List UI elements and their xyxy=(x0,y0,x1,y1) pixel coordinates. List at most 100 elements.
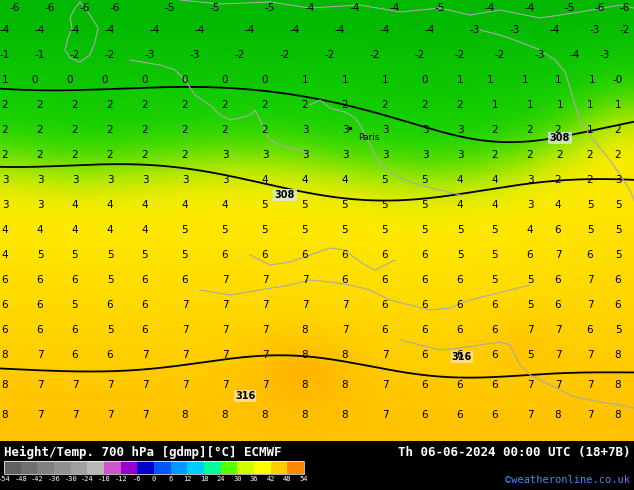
Text: 4: 4 xyxy=(262,175,268,185)
Text: 3: 3 xyxy=(262,150,268,160)
Text: 4: 4 xyxy=(2,250,8,260)
Text: 5: 5 xyxy=(141,250,148,260)
Text: 5: 5 xyxy=(107,250,113,260)
Text: -4: -4 xyxy=(550,25,560,35)
Text: 2: 2 xyxy=(615,150,621,160)
Text: 5: 5 xyxy=(527,275,533,285)
Text: 5: 5 xyxy=(527,300,533,310)
Text: 4: 4 xyxy=(342,175,348,185)
Text: 5: 5 xyxy=(107,275,113,285)
Bar xyxy=(70,461,87,474)
Text: 5: 5 xyxy=(182,225,188,235)
Text: 6: 6 xyxy=(555,225,561,235)
Text: 308: 308 xyxy=(275,190,295,200)
Text: Height/Temp. 700 hPa [gdmp][°C] ECMWF: Height/Temp. 700 hPa [gdmp][°C] ECMWF xyxy=(4,446,281,459)
Text: 3: 3 xyxy=(222,150,228,160)
Text: 7: 7 xyxy=(141,350,148,360)
Text: 8: 8 xyxy=(302,350,308,360)
Text: 5: 5 xyxy=(382,175,388,185)
Text: 3: 3 xyxy=(527,175,533,185)
Text: 0: 0 xyxy=(32,75,38,85)
Text: Paris: Paris xyxy=(358,132,380,142)
Text: 2: 2 xyxy=(2,100,8,110)
Text: ©weatheronline.co.uk: ©weatheronline.co.uk xyxy=(505,475,630,485)
Text: 2: 2 xyxy=(586,150,593,160)
Text: 5: 5 xyxy=(37,250,43,260)
Text: 3: 3 xyxy=(342,150,348,160)
Text: 8: 8 xyxy=(302,410,308,420)
Bar xyxy=(171,461,187,474)
Text: 6: 6 xyxy=(492,350,498,360)
Text: 6: 6 xyxy=(555,275,561,285)
Text: 4: 4 xyxy=(2,225,8,235)
Text: -4: -4 xyxy=(425,25,435,35)
Text: 3: 3 xyxy=(72,175,79,185)
Text: 3: 3 xyxy=(2,200,8,210)
Text: 0: 0 xyxy=(262,75,268,85)
Text: 2: 2 xyxy=(492,125,498,135)
Text: 8: 8 xyxy=(342,350,348,360)
Text: 18: 18 xyxy=(200,476,208,482)
Text: -6: -6 xyxy=(133,476,141,482)
Text: 3: 3 xyxy=(302,150,308,160)
Text: 6: 6 xyxy=(169,476,173,482)
Text: 6: 6 xyxy=(382,300,388,310)
Text: 5: 5 xyxy=(615,225,621,235)
Text: 6: 6 xyxy=(492,325,498,335)
Text: 5: 5 xyxy=(302,225,308,235)
Bar xyxy=(138,461,154,474)
Text: 7: 7 xyxy=(141,380,148,390)
Text: 2: 2 xyxy=(72,125,79,135)
Text: 4: 4 xyxy=(492,175,498,185)
Text: 1: 1 xyxy=(2,75,8,85)
Text: 6: 6 xyxy=(2,275,8,285)
Bar xyxy=(154,461,171,474)
Text: 6: 6 xyxy=(456,275,463,285)
Text: 8: 8 xyxy=(555,410,561,420)
Text: 2: 2 xyxy=(492,150,498,160)
Text: 7: 7 xyxy=(222,380,228,390)
Text: 3: 3 xyxy=(302,125,308,135)
Text: 4: 4 xyxy=(141,225,148,235)
Text: -18: -18 xyxy=(98,476,110,482)
Text: 1: 1 xyxy=(456,75,463,85)
Text: 6: 6 xyxy=(422,350,429,360)
Text: 7: 7 xyxy=(37,350,43,360)
Text: 6: 6 xyxy=(456,410,463,420)
Text: 8: 8 xyxy=(302,380,308,390)
Text: -4: -4 xyxy=(485,3,495,13)
Text: 1: 1 xyxy=(555,75,561,85)
Text: 6: 6 xyxy=(422,300,429,310)
Text: 2: 2 xyxy=(2,125,8,135)
Text: 6: 6 xyxy=(141,325,148,335)
Text: -5: -5 xyxy=(435,3,445,13)
Text: -4: -4 xyxy=(335,25,345,35)
Text: 7: 7 xyxy=(527,380,533,390)
Text: 6: 6 xyxy=(422,380,429,390)
Text: -2: -2 xyxy=(105,50,115,60)
Text: 36: 36 xyxy=(250,476,258,482)
Text: 5: 5 xyxy=(456,250,463,260)
Text: 4: 4 xyxy=(492,200,498,210)
Text: -12: -12 xyxy=(114,476,127,482)
Text: -1: -1 xyxy=(0,50,10,60)
Text: 8: 8 xyxy=(302,325,308,335)
Text: -3: -3 xyxy=(470,25,480,35)
Text: 6: 6 xyxy=(586,250,593,260)
Text: -4: -4 xyxy=(70,25,80,35)
Text: 2: 2 xyxy=(107,125,113,135)
Bar xyxy=(87,461,104,474)
Text: -4: -4 xyxy=(195,25,205,35)
Text: -36: -36 xyxy=(48,476,60,482)
Text: 8: 8 xyxy=(182,410,188,420)
Text: 316: 316 xyxy=(235,391,255,401)
Bar xyxy=(287,461,304,474)
Text: 4: 4 xyxy=(72,225,79,235)
Text: 0: 0 xyxy=(67,75,74,85)
Text: 42: 42 xyxy=(266,476,275,482)
Text: 6: 6 xyxy=(382,325,388,335)
Text: 2: 2 xyxy=(527,150,533,160)
Text: 3: 3 xyxy=(422,150,429,160)
Text: 2: 2 xyxy=(37,150,43,160)
Text: 6: 6 xyxy=(72,350,79,360)
